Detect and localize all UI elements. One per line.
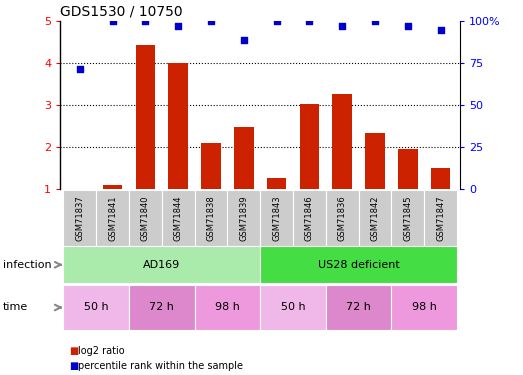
Bar xyxy=(391,285,457,330)
Bar xyxy=(195,190,228,246)
Text: GSM71838: GSM71838 xyxy=(207,195,215,241)
Text: GSM71842: GSM71842 xyxy=(370,195,380,241)
Bar xyxy=(129,285,195,330)
Text: 50 h: 50 h xyxy=(84,303,109,312)
Bar xyxy=(365,133,385,189)
Bar xyxy=(267,178,287,189)
Text: GSM71837: GSM71837 xyxy=(75,195,84,241)
Text: GSM71839: GSM71839 xyxy=(240,195,248,241)
Bar xyxy=(201,143,221,189)
Text: 98 h: 98 h xyxy=(215,303,240,312)
Text: US28 deficient: US28 deficient xyxy=(317,260,400,270)
Text: GSM71845: GSM71845 xyxy=(403,195,412,241)
Point xyxy=(108,18,117,24)
Bar xyxy=(63,285,129,330)
Text: ■: ■ xyxy=(70,361,79,370)
Bar xyxy=(228,190,260,246)
Text: 50 h: 50 h xyxy=(281,303,305,312)
Bar xyxy=(96,190,129,246)
Text: infection: infection xyxy=(3,260,51,270)
Text: GSM71836: GSM71836 xyxy=(338,195,347,241)
Text: GSM71841: GSM71841 xyxy=(108,195,117,241)
Bar xyxy=(135,45,155,189)
Point xyxy=(272,18,281,24)
Text: time: time xyxy=(3,303,28,312)
Bar xyxy=(234,128,254,189)
Text: GSM71843: GSM71843 xyxy=(272,195,281,241)
Bar xyxy=(359,190,391,246)
Bar xyxy=(424,190,457,246)
Text: GDS1530 / 10750: GDS1530 / 10750 xyxy=(60,4,183,18)
Point xyxy=(174,23,183,29)
Bar xyxy=(332,94,352,189)
Bar xyxy=(431,168,450,189)
Bar xyxy=(260,190,293,246)
Text: 72 h: 72 h xyxy=(346,303,371,312)
Bar xyxy=(260,246,457,283)
Bar xyxy=(103,185,122,189)
Point xyxy=(436,27,445,33)
Text: ■: ■ xyxy=(70,346,79,355)
Text: 98 h: 98 h xyxy=(412,303,437,312)
Text: percentile rank within the sample: percentile rank within the sample xyxy=(78,361,243,370)
Bar xyxy=(300,104,319,189)
Text: GSM71846: GSM71846 xyxy=(305,195,314,241)
Point xyxy=(404,22,412,29)
Text: GSM71847: GSM71847 xyxy=(436,195,445,241)
Text: GSM71844: GSM71844 xyxy=(174,195,183,241)
Bar xyxy=(391,190,424,246)
Bar xyxy=(195,285,260,330)
Bar xyxy=(398,149,417,189)
Point xyxy=(207,18,215,24)
Bar xyxy=(63,246,260,283)
Text: log2 ratio: log2 ratio xyxy=(78,346,125,355)
Bar xyxy=(162,190,195,246)
Bar xyxy=(129,190,162,246)
Bar xyxy=(260,285,326,330)
Bar xyxy=(326,285,391,330)
Text: 72 h: 72 h xyxy=(150,303,174,312)
Text: GSM71840: GSM71840 xyxy=(141,195,150,241)
Point xyxy=(371,18,379,24)
Point xyxy=(76,66,84,72)
Point xyxy=(240,37,248,43)
Point xyxy=(305,18,314,24)
Bar xyxy=(293,190,326,246)
Text: AD169: AD169 xyxy=(143,260,180,270)
Bar xyxy=(168,63,188,189)
Bar xyxy=(63,190,96,246)
Point xyxy=(141,18,150,24)
Bar xyxy=(326,190,359,246)
Point xyxy=(338,22,346,29)
